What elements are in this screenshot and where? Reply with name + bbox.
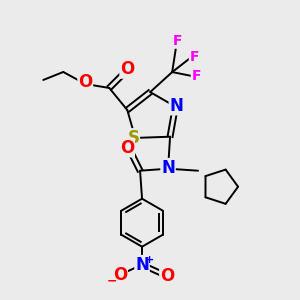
Text: N: N — [161, 159, 175, 177]
Text: O: O — [160, 267, 174, 285]
Text: O: O — [113, 266, 127, 284]
Text: N: N — [135, 256, 149, 274]
Text: +: + — [144, 255, 154, 265]
Text: −: − — [107, 274, 117, 287]
Text: N: N — [169, 97, 183, 115]
Text: F: F — [189, 50, 199, 64]
Text: O: O — [120, 60, 134, 78]
Text: S: S — [127, 129, 139, 147]
Text: F: F — [172, 34, 182, 48]
Text: F: F — [191, 69, 201, 83]
Text: O: O — [120, 139, 134, 157]
Text: O: O — [78, 73, 92, 91]
